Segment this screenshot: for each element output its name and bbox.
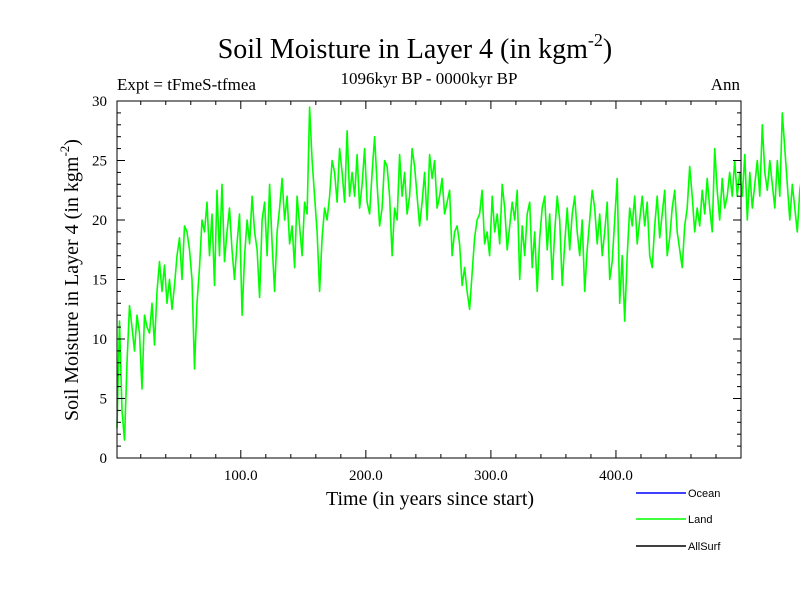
y-axis-label-close: )	[61, 139, 83, 146]
y-tick-label: 0	[100, 451, 108, 467]
y-tick-label: 30	[92, 94, 107, 110]
legend-label-ocean: Ocean	[688, 488, 720, 500]
chart-subtitle: 1096kyr BP - 0000kyr BP	[341, 69, 518, 88]
x-axis: 100.0 200.0 300.0 400.0	[140, 101, 717, 484]
chart-title-text: Soil Moisture in Layer 4 (in kgm	[218, 34, 588, 65]
legend-label-land: Land	[688, 514, 712, 526]
y-tick-label: 25	[92, 154, 107, 170]
x-tick-label: 400.0	[599, 468, 633, 484]
chart-title-sup: -2	[588, 30, 603, 50]
x-tick-label: 200.0	[349, 468, 383, 484]
x-tick-label: 100.0	[224, 468, 258, 484]
y-tick-label: 10	[92, 332, 107, 348]
chart-title-close: )	[603, 34, 612, 65]
legend-label-allsurf: AllSurf	[688, 541, 721, 553]
plot-area	[116, 100, 800, 459]
x-axis-label: Time (in years since start)	[326, 488, 534, 510]
y-axis-label: Soil Moisture in Layer 4 (in kgm-2)	[57, 139, 83, 421]
chart-title: Soil Moisture in Layer 4 (in kgm-2)	[218, 30, 613, 65]
expt-label: Expt = tFmeS-tfmea	[117, 75, 256, 94]
series-line-land	[116, 106, 800, 441]
y-axis-label-text: Soil Moisture in Layer 4 (in kgm	[61, 156, 83, 421]
y-axis: 0 5 10 15 20 25 30	[92, 94, 741, 467]
season-label: Ann	[711, 75, 741, 94]
legend: Ocean Land AllSurf	[636, 488, 721, 553]
x-tick-label: 300.0	[474, 468, 508, 484]
y-tick-label: 20	[92, 213, 107, 229]
y-axis-label-sup: -2	[57, 146, 72, 157]
y-tick-label: 15	[92, 273, 107, 289]
y-tick-label: 5	[100, 392, 108, 408]
